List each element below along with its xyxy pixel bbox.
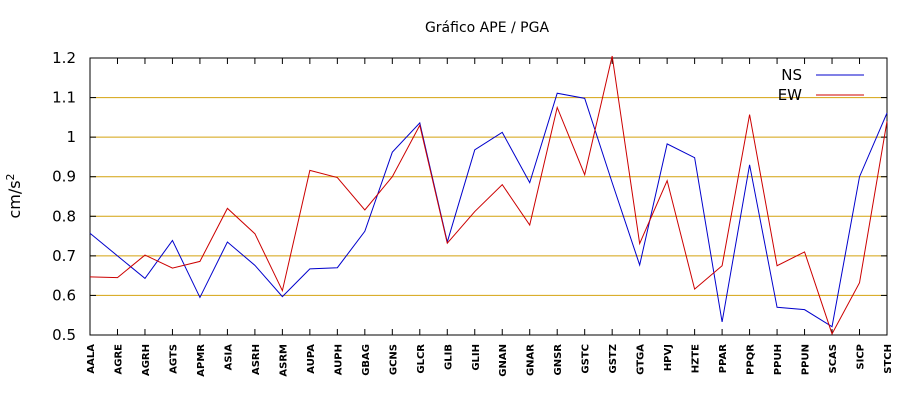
y-tick-label: 0.9 (52, 168, 76, 186)
x-tick-label: GTGA (636, 344, 647, 375)
x-tick-label: GSTC (581, 344, 592, 374)
x-tick-label: PPQR (746, 344, 757, 375)
x-tick-label: AUPH (333, 344, 344, 375)
y-axis-label: cm/s2 (4, 173, 24, 218)
legend-label-ns: NS (781, 66, 802, 84)
y-tick-label: 0.5 (52, 326, 76, 344)
legend-label-ew: EW (778, 86, 802, 104)
series-line-ns (89, 92, 888, 328)
x-tick-label: HZTE (691, 344, 702, 373)
y-tick-label: 1.2 (52, 49, 76, 67)
x-tick-label: AGRH (141, 344, 152, 376)
x-tick-label: AUPA (306, 344, 317, 374)
chart-title: Gráfico APE / PGA (425, 20, 549, 36)
x-axis-ticks: AALA AGRE AGRH AGTS APMR ASIA ASRH ASRM AUPA AUPH… (86, 58, 894, 377)
x-tick-label: GBAG (361, 344, 372, 376)
grid-lines (90, 97, 887, 296)
y-axis-unit: cm/s (5, 180, 24, 218)
legend: NS EW (778, 66, 864, 104)
y-tick-label: 1 (66, 128, 76, 146)
x-tick-label: PPUN (801, 344, 812, 375)
x-tick-label: AGTS (168, 344, 179, 374)
x-tick-label: AALA (86, 344, 97, 374)
x-tick-label: STCH (883, 344, 894, 374)
series-lines (89, 55, 888, 336)
x-tick-label: GCNS (388, 344, 399, 375)
x-tick-label: APMR (196, 344, 207, 377)
y-tick-label: 0.8 (52, 207, 76, 225)
x-tick-label: GLIB (443, 344, 454, 370)
x-tick-label: GNAR (526, 344, 537, 376)
x-tick-label: GNAN (498, 344, 509, 377)
x-tick-label: GLIH (471, 344, 482, 371)
x-tick-label: SCAS (828, 344, 839, 373)
x-tick-label: PPAR (718, 344, 729, 373)
x-tick-label: AGRE (113, 344, 124, 375)
x-tick-label: ASRM (278, 344, 289, 377)
x-tick-label: GNSR (553, 344, 564, 376)
x-tick-label: SICP (856, 344, 867, 370)
y-axis-unit-exponent: 2 (4, 173, 17, 180)
plot-area-frame (89, 57, 888, 336)
x-tick-label: GLCR (416, 344, 427, 374)
x-tick-label: HPVJ (663, 344, 674, 371)
y-tick-label: 0.6 (52, 286, 76, 304)
x-tick-label: GSTZ (608, 344, 619, 373)
x-tick-label: PPUH (773, 344, 784, 375)
y-tick-label: 1.1 (52, 89, 76, 107)
y-tick-label: 0.7 (52, 247, 76, 265)
x-tick-label: ASIA (223, 344, 234, 371)
y-axis-ticks: 0.5 0.6 0.7 0.8 0.9 1 1.1 1.2 (52, 49, 887, 344)
series-line-ew (89, 55, 888, 336)
x-tick-label: ASRH (251, 344, 262, 375)
